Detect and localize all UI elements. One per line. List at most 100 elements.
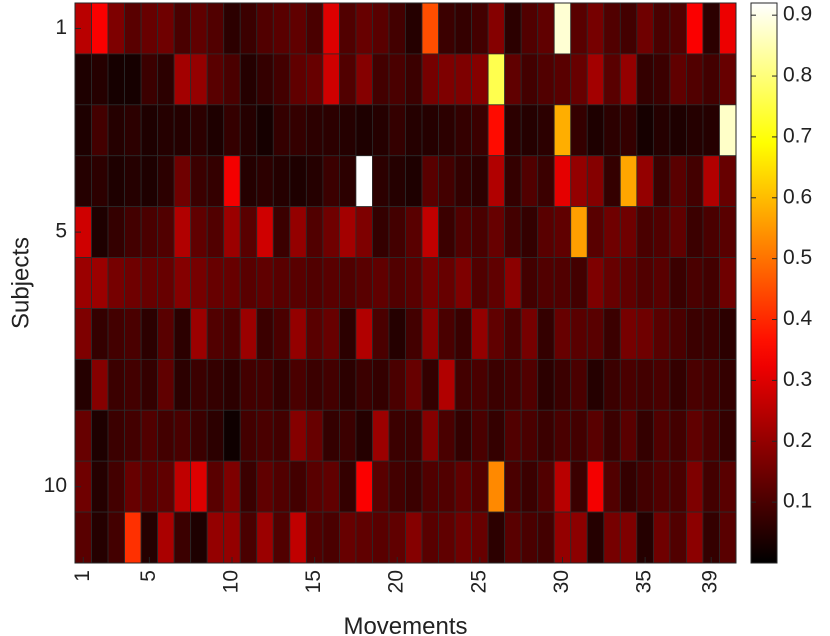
heatmap-cell [74,511,92,564]
heatmap-cell [305,358,324,411]
heatmap-cell [719,257,737,309]
heatmap-cell [421,257,439,309]
heatmap-cell [206,358,225,411]
heatmap-cell [586,460,605,513]
heatmap-cell [438,104,456,157]
heatmap-cell [206,53,225,106]
heatmap-cell [421,511,439,564]
heatmap-cell [652,358,671,411]
heatmap-cell [454,53,472,106]
heatmap-cell [372,104,390,157]
heatmap-cell [173,460,192,513]
heatmap-cell [504,409,522,462]
heatmap-cell [619,358,638,411]
heatmap-cell [223,308,241,360]
heatmap-cell [520,511,539,564]
heatmap-cell [372,257,390,309]
heatmap-cell [586,155,605,208]
heatmap-cell [421,155,439,208]
heatmap-cell [454,257,472,309]
heatmap-cell [206,460,225,513]
heatmap-cell [157,460,175,513]
colorbar-tick-label: 0.7 [783,124,812,147]
heatmap-cell [405,257,423,309]
heatmap-cell [669,2,687,55]
heatmap-cell [355,409,373,462]
colorbar-tick-label: 0.9 [783,3,812,26]
heatmap-cell [603,257,621,309]
heatmap-cell [157,53,175,106]
heatmap-cell [256,257,274,309]
heatmap-cell [586,358,605,411]
heatmap-cell [719,155,737,208]
heatmap-cell [107,53,125,106]
heatmap-cell [289,206,307,258]
heatmap-cell [586,206,605,258]
heatmap-cell [619,308,638,360]
heatmap-cell [289,460,307,513]
heatmap-cell [487,155,506,208]
colorbar-tick-label: 0.2 [783,429,812,452]
heatmap-cell [190,308,208,360]
heatmap-cell [206,155,225,208]
heatmap-cell [686,308,704,360]
heatmap-cell [322,460,340,513]
heatmap-cell [438,460,456,513]
heatmap-cell [91,155,109,208]
x-tick-label: 25 [467,570,490,593]
heatmap-cell [372,308,390,360]
heatmap-cell [107,460,125,513]
heatmap-cell [322,409,340,462]
heatmap-cell [372,358,390,411]
heatmap-cell [487,206,506,258]
heatmap-cell [487,409,506,462]
heatmap-cell [438,206,456,258]
heatmap-cell [289,257,307,309]
heatmap-cell [338,155,357,208]
heatmap-cell [223,358,241,411]
heatmap-cell [140,104,159,157]
heatmap-cell [239,53,258,106]
heatmap-cell [504,308,522,360]
heatmap-cell [338,409,357,462]
heatmap-cell [669,308,687,360]
heatmap-cell [157,257,175,309]
heatmap-cell [586,409,605,462]
heatmap-cell [553,257,572,309]
heatmap-cell [636,358,654,411]
heatmap-cell [338,104,357,157]
heatmap-cell [438,257,456,309]
heatmap-cell [438,358,456,411]
heatmap-cell [289,53,307,106]
heatmap-cell [91,206,109,258]
heatmap-cell [520,257,539,309]
heatmap-cell [272,308,291,360]
heatmap-cell [586,104,605,157]
heatmap-cell [586,308,605,360]
heatmap-cell [471,2,489,55]
heatmap-cell [272,155,291,208]
heatmap-cell [702,155,720,208]
heatmap-cell [190,358,208,411]
heatmap-cell [454,358,472,411]
heatmap-cell [157,358,175,411]
heatmap-cell [438,308,456,360]
heatmap-cell [256,409,274,462]
heatmap-cell [405,104,423,157]
heatmap-cell [504,2,522,55]
heatmap-cell [305,460,324,513]
heatmap-cell [91,358,109,411]
heatmap-cell [74,53,92,106]
heatmap-cell [603,358,621,411]
heatmap-cell [289,155,307,208]
heatmap-cell [686,409,704,462]
heatmap-cell [702,460,720,513]
heatmap-cell [454,460,472,513]
x-tick-label: 35 [633,570,656,593]
heatmap-cell [107,2,125,55]
heatmap-cell [338,511,357,564]
x-tick-label: 39 [699,570,722,593]
heatmap-cell [388,511,406,564]
heatmap-cell [702,358,720,411]
